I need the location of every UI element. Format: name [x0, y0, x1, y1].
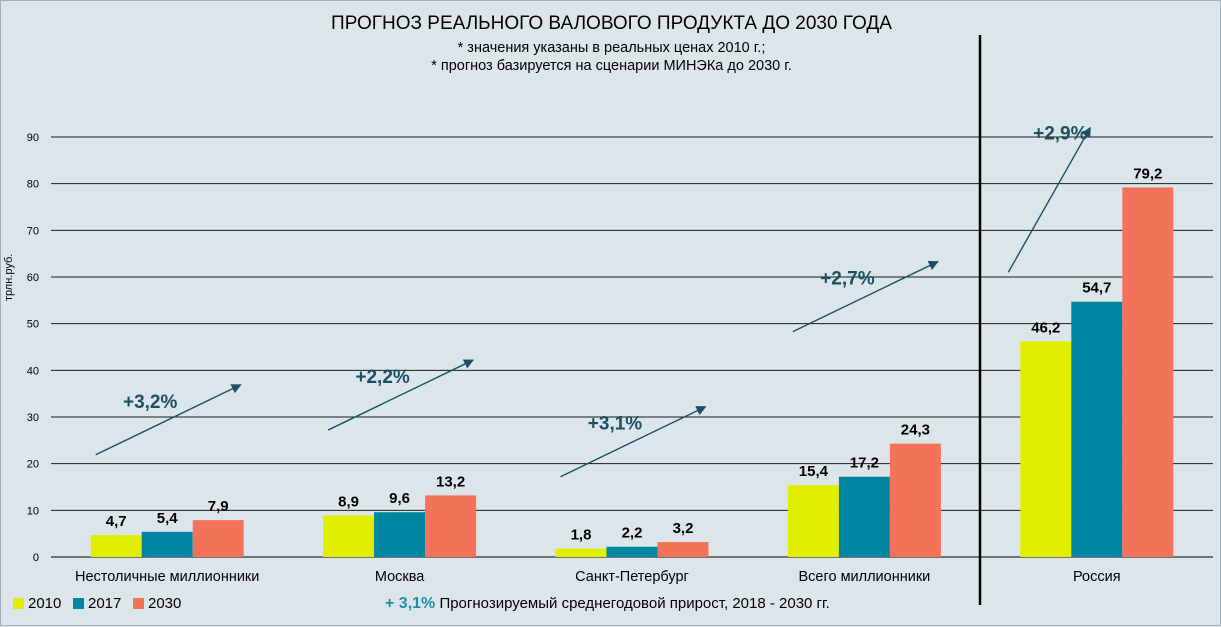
bar-2017	[1071, 301, 1123, 557]
y-tick-label: 50	[27, 319, 39, 331]
data-label: 5,4	[157, 510, 179, 527]
chart-title: ПРОГНОЗ РЕАЛЬНОГО ВАЛОВОГО ПРОДУКТА ДО 2…	[331, 13, 892, 34]
growth-label: +2,2%	[355, 367, 410, 388]
data-label: 3,2	[673, 520, 694, 537]
y-tick-label: 10	[27, 505, 39, 517]
data-label: 15,4	[799, 463, 829, 480]
bar-2010	[555, 548, 607, 557]
y-tick-label: 70	[27, 225, 39, 237]
chart-subtitle-2: * прогноз базируется на сценарии МИНЭКа …	[431, 58, 792, 74]
bar-2010	[1020, 341, 1072, 557]
legend-label-2030: 2030	[148, 595, 182, 612]
bar-2010	[787, 485, 839, 557]
growth-note-text: Прогнозируемый среднегодовой прирост, 20…	[439, 595, 830, 612]
data-label: 54,7	[1082, 280, 1111, 297]
growth-label: +3,1%	[588, 414, 643, 435]
bar-2030	[889, 443, 941, 557]
y-tick-label: 30	[27, 412, 39, 424]
legend-label-2010: 2010	[28, 595, 62, 612]
x-tick-label: Всего миллионники	[799, 569, 931, 585]
legend-item-2017: 2017	[73, 595, 121, 612]
x-tick-label: Москва	[375, 569, 425, 585]
growth-label: +2,9%	[1033, 124, 1088, 145]
x-tick-label: Санкт-Петербург	[575, 569, 689, 585]
data-label: 8,9	[338, 493, 359, 510]
bar-2017	[606, 546, 658, 557]
data-label: 13,2	[436, 473, 465, 490]
y-tick-label: 90	[27, 132, 39, 144]
growth-arrow	[327, 359, 475, 431]
bar-2030	[192, 520, 244, 557]
bar-2030	[1122, 187, 1174, 557]
growth-arrow	[1007, 126, 1091, 273]
y-tick-label: 60	[27, 272, 39, 284]
data-label: 2,2	[622, 525, 643, 542]
data-label: 7,9	[208, 498, 229, 515]
growth-label: +2,7%	[820, 269, 875, 290]
y-tick-label: 40	[27, 365, 39, 377]
chart-subtitle-1: * значения указаны в реальных ценах 2010…	[457, 40, 766, 56]
growth-arrow	[560, 406, 707, 478]
growth-arrow	[95, 384, 242, 456]
x-tick-label: Россия	[1073, 569, 1121, 585]
growth-note: + 3,1% Прогнозируемый среднегодовой прир…	[385, 595, 830, 613]
legend-swatch-2030	[133, 598, 144, 609]
bar-2017	[141, 531, 193, 557]
legend-swatch-2017	[73, 598, 84, 609]
data-label: 24,3	[901, 422, 930, 439]
data-label: 79,2	[1133, 165, 1162, 182]
legend-label-2017: 2017	[88, 595, 122, 612]
x-tick-label: Нестоличные миллионники	[75, 569, 259, 585]
y-tick-label: 0	[33, 552, 39, 564]
legend-item-2010: 2010	[13, 595, 61, 612]
bar-2010	[90, 535, 142, 557]
data-label: 46,2	[1031, 319, 1060, 336]
y-tick-label: 80	[27, 179, 39, 191]
bar-2030	[425, 495, 477, 557]
data-label: 1,8	[571, 527, 592, 544]
y-tick-label: 20	[27, 459, 39, 471]
legend-item-2030: 2030	[133, 595, 181, 612]
bar-2030	[657, 542, 709, 557]
legend-swatch-2010	[13, 598, 24, 609]
bar-2017	[838, 476, 890, 557]
data-label: 9,6	[389, 490, 410, 507]
bar-2017	[374, 512, 426, 557]
growth-note-pct: + 3,1%	[385, 595, 436, 612]
data-label: 4,7	[106, 513, 127, 530]
growth-arrow	[792, 260, 939, 333]
growth-label: +3,2%	[123, 392, 178, 413]
data-label: 17,2	[850, 455, 879, 472]
bar-2010	[323, 515, 375, 557]
